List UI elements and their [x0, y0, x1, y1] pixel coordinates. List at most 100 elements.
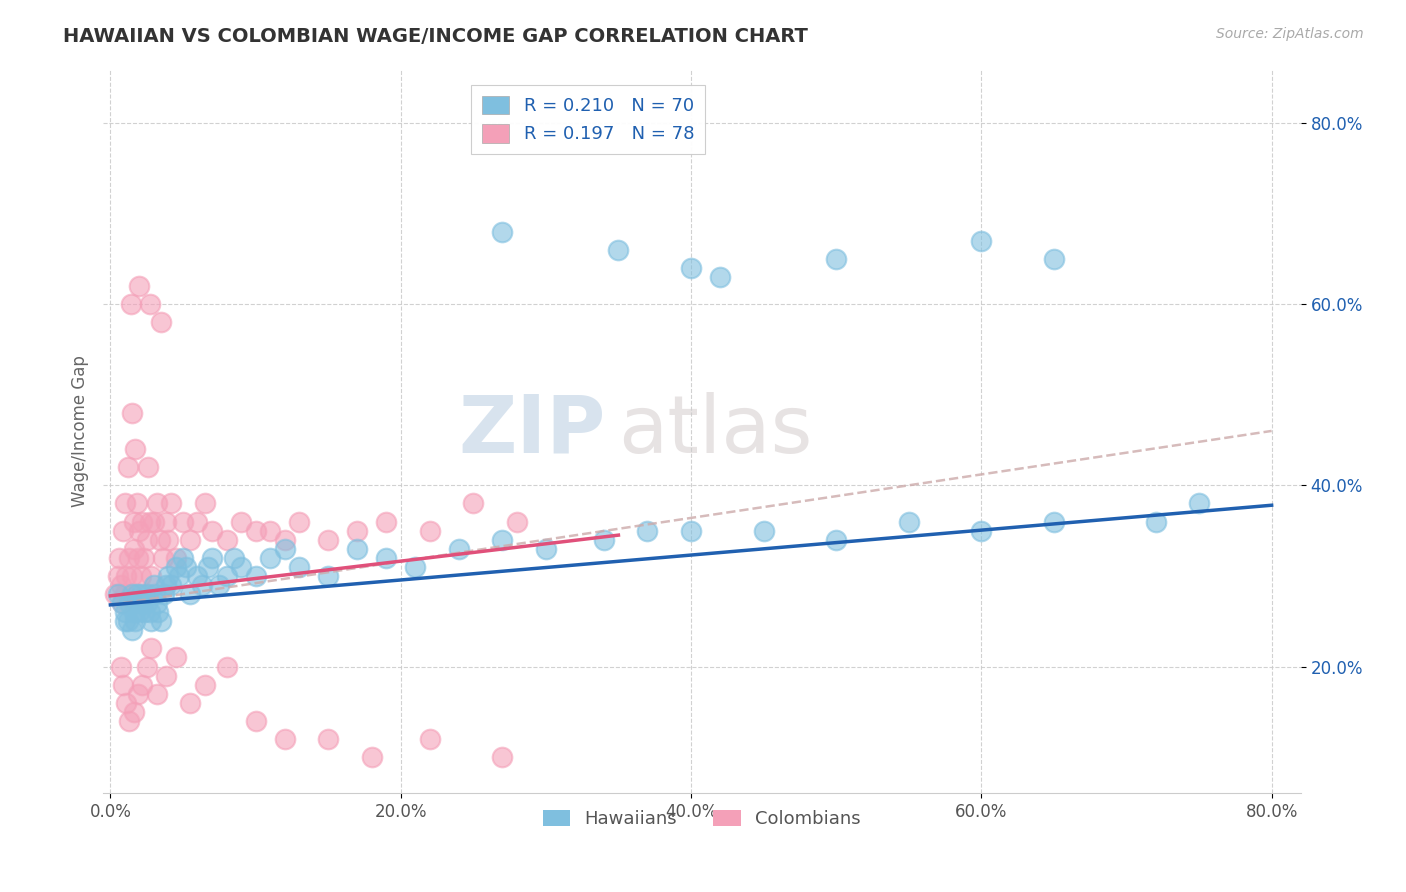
Point [157, 533, 180, 547]
Point [153, 587, 176, 601]
Point [134, 587, 156, 601]
Point [259, 524, 281, 538]
Point [167, 569, 190, 583]
Point [129, 569, 152, 583]
Point [229, 515, 252, 529]
Point [120, 587, 142, 601]
Point [138, 605, 160, 619]
Point [607, 243, 630, 257]
Point [245, 524, 267, 538]
Point [273, 731, 295, 746]
Point [288, 515, 311, 529]
Point [131, 515, 153, 529]
Point [155, 578, 177, 592]
Point [146, 496, 169, 510]
Point [222, 550, 245, 565]
Point [375, 550, 398, 565]
Point [375, 515, 398, 529]
Point [165, 550, 187, 565]
Point [419, 731, 441, 746]
Point [463, 496, 485, 510]
Point [135, 659, 157, 673]
Point [127, 687, 149, 701]
Point [149, 533, 172, 547]
Point [121, 587, 143, 601]
Point [121, 569, 143, 583]
Point [346, 524, 368, 538]
Point [110, 659, 132, 673]
Point [174, 559, 197, 574]
Point [172, 515, 194, 529]
Point [506, 515, 529, 529]
Point [118, 714, 141, 728]
Point [346, 541, 368, 556]
Point [752, 524, 775, 538]
Point [491, 750, 513, 764]
Point [108, 550, 131, 565]
Point [186, 569, 208, 583]
Point [155, 515, 177, 529]
Point [129, 587, 152, 601]
Point [970, 524, 993, 538]
Point [118, 550, 141, 565]
Point [1144, 515, 1167, 529]
Point [404, 559, 426, 574]
Point [160, 496, 183, 510]
Point [316, 533, 339, 547]
Point [107, 569, 129, 583]
Point [122, 705, 145, 719]
Point [146, 596, 169, 610]
Point [709, 269, 731, 284]
Point [131, 678, 153, 692]
Point [112, 524, 135, 538]
Point [114, 605, 136, 619]
Point [419, 524, 441, 538]
Point [128, 605, 150, 619]
Point [125, 496, 148, 510]
Point [148, 605, 170, 619]
Point [142, 515, 165, 529]
Legend: Hawaiians, Colombians: Hawaiians, Colombians [536, 802, 868, 835]
Text: HAWAIIAN VS COLOMBIAN WAGE/INCOME GAP CORRELATION CHART: HAWAIIAN VS COLOMBIAN WAGE/INCOME GAP CO… [63, 27, 808, 45]
Point [117, 460, 139, 475]
Point [534, 541, 557, 556]
Point [215, 533, 238, 547]
Point [118, 596, 141, 610]
Text: atlas: atlas [619, 392, 813, 470]
Point [201, 524, 224, 538]
Point [179, 533, 201, 547]
Point [1043, 515, 1066, 529]
Point [636, 524, 658, 538]
Point [114, 614, 136, 628]
Point [112, 678, 135, 692]
Point [316, 569, 339, 583]
Point [125, 596, 148, 610]
Point [122, 515, 145, 529]
Point [115, 696, 138, 710]
Point [145, 587, 167, 601]
Point [111, 596, 134, 610]
Point [245, 569, 267, 583]
Point [447, 541, 470, 556]
Point [273, 533, 295, 547]
Point [115, 569, 138, 583]
Point [194, 678, 217, 692]
Point [136, 587, 159, 601]
Point [138, 515, 160, 529]
Point [172, 550, 194, 565]
Point [897, 515, 920, 529]
Point [120, 297, 142, 311]
Point [201, 550, 224, 565]
Point [122, 541, 145, 556]
Point [229, 559, 252, 574]
Point [152, 550, 174, 565]
Point [194, 496, 217, 510]
Point [215, 569, 238, 583]
Point [135, 533, 157, 547]
Point [165, 559, 187, 574]
Point [679, 260, 702, 275]
Point [128, 524, 150, 538]
Point [191, 578, 214, 592]
Point [1188, 496, 1211, 510]
Point [104, 587, 127, 601]
